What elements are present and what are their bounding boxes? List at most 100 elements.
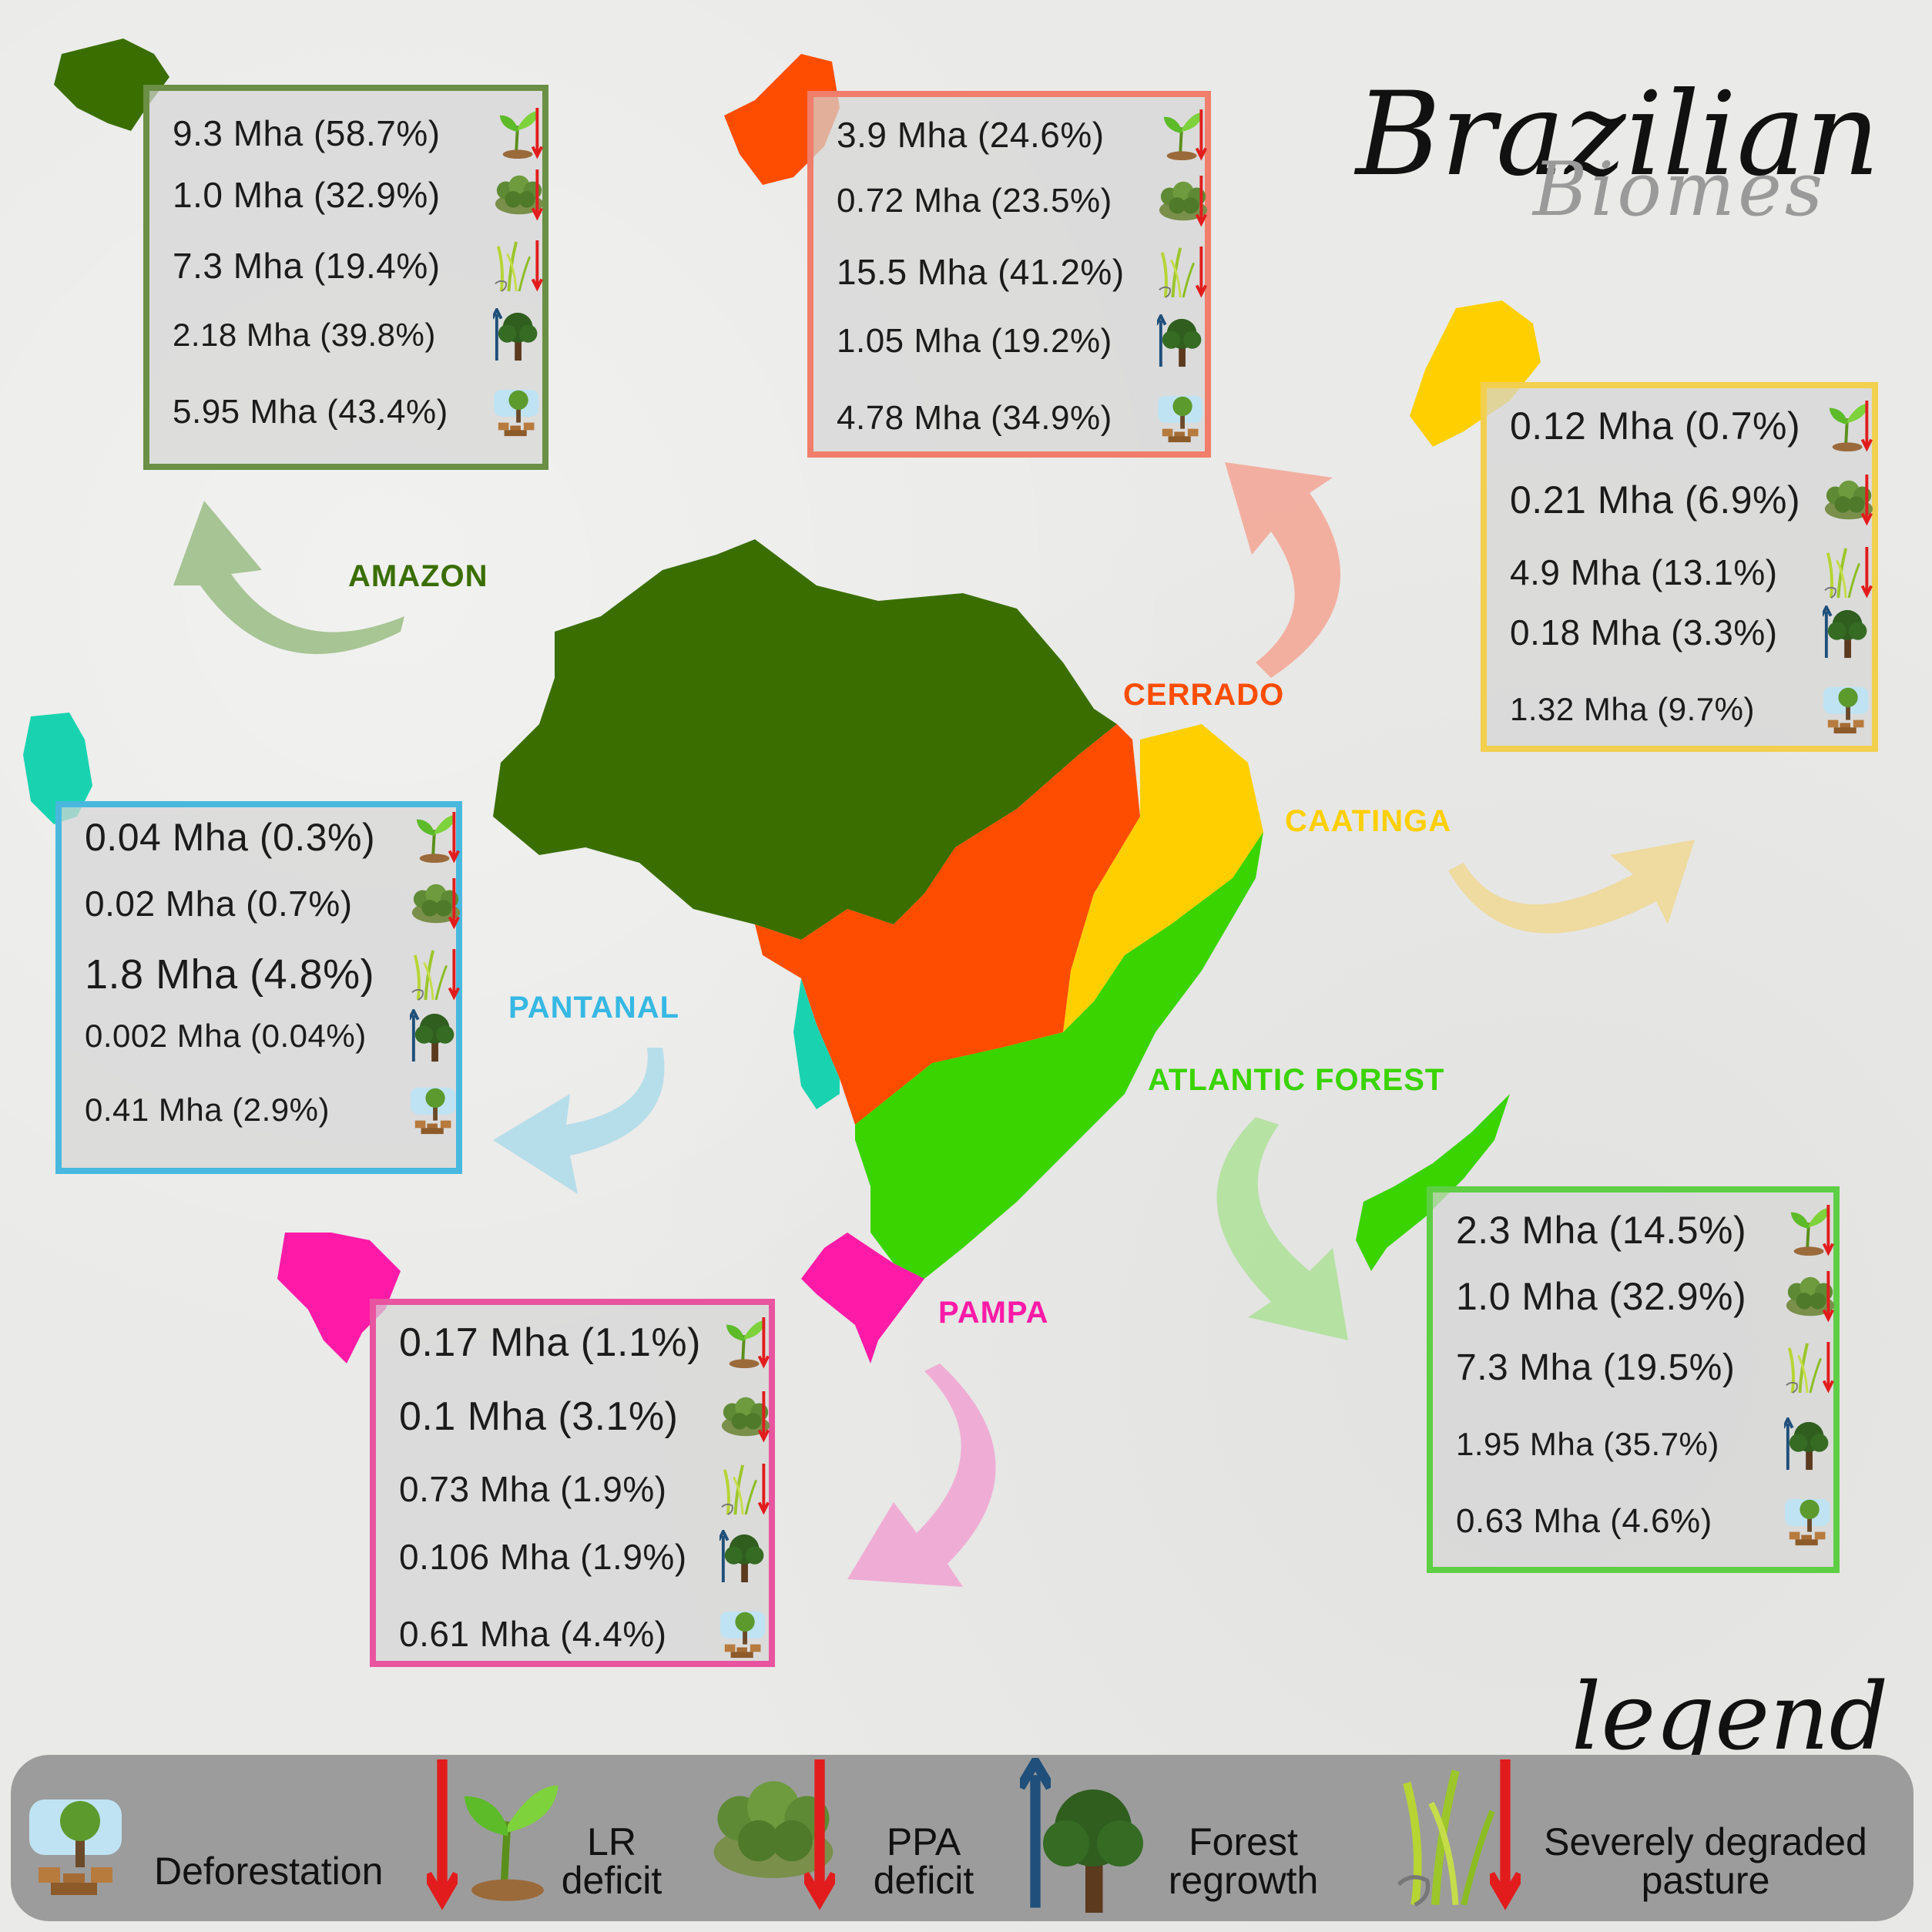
amazon-silhouette <box>54 39 169 131</box>
caatinga-ppa-value: 0.21 Mha (6.9%) <box>1510 478 1801 522</box>
caatinga-row-pasture: 4.9 Mha (13.1%) <box>1510 545 1877 599</box>
legend-deforestation-icon <box>29 1800 122 1895</box>
map-region-pantanal <box>793 978 840 1109</box>
cerrado-deforestation-value: 4.78 Mha (34.9%) <box>837 399 1112 437</box>
pampa-silhouette <box>277 1233 401 1363</box>
legend-regrowth-line2: regrowth <box>1168 1859 1319 1902</box>
caatinga-tree-icon <box>1823 605 1867 659</box>
pampa-sprout-icon <box>724 1316 770 1370</box>
pantanal-regrowth-value: 0.002 Mha (0.04%) <box>85 1018 367 1054</box>
atlantic-lr-value: 2.3 Mha (14.5%) <box>1456 1209 1747 1252</box>
label-atlantic: ATLANTIC FOREST <box>1148 1063 1445 1097</box>
pantanal-forest-patch-icon <box>411 877 461 928</box>
pampa-regrowth-value: 0.106 Mha (1.9%) <box>399 1537 687 1577</box>
cerrado-lr-value: 3.9 Mha (24.6%) <box>837 115 1105 155</box>
caatinga-lr-value: 0.12 Mha (0.7%) <box>1510 404 1801 448</box>
atlantic-silhouette <box>1356 1094 1510 1271</box>
pantanal-ppa-value: 0.02 Mha (0.7%) <box>85 884 353 924</box>
pampa-pasture-value: 0.73 Mha (1.9%) <box>399 1469 667 1509</box>
pantanal-tree-icon <box>410 1009 454 1063</box>
map-region-cerrado <box>755 724 1140 1125</box>
legend-lr-line2: deficit <box>561 1859 662 1902</box>
pampa-connector-arrow <box>847 1363 996 1587</box>
box-cerrado: 3.9 Mha (24.6%) 0.72 Mha (23.5%) 15.5 Mha … <box>807 91 1211 458</box>
atlantic-row-pasture: 7.3 Mha (19.5%) <box>1456 1340 1838 1394</box>
pantanal-pasture-value: 1.8 Mha (4.8%) <box>85 951 375 998</box>
cerrado-regrowth-value: 1.05 Mha (19.2%) <box>837 322 1112 360</box>
atlantic-deforestation-value: 0.63 Mha (4.6%) <box>1456 1502 1712 1540</box>
box-atlantic: 2.3 Mha (14.5%) 1.0 Mha (32.9%) 7.3 Mha (1… <box>1427 1186 1840 1573</box>
caatinga-deforestation-icon <box>1823 686 1869 734</box>
legend-pasture-line2: pasture <box>1641 1859 1770 1902</box>
atlantic-sprout-icon <box>1789 1203 1835 1257</box>
label-cerrado: CERRADO <box>1123 678 1285 712</box>
legend-regrowth-label: Forest regrowth <box>1151 1823 1336 1900</box>
cerrado-ppa-value: 0.72 Mha (23.5%) <box>837 182 1112 220</box>
map-region-caatinga <box>1063 724 1263 1032</box>
pantanal-row-pasture: 1.8 Mha (4.8%) <box>85 948 461 1001</box>
legend-regrowth-line1: Forest <box>1189 1820 1298 1863</box>
legend-ppa-line2: deficit <box>873 1859 974 1902</box>
box-amazon: 9.3 Mha (58.7%) 1.0 Mha (32.9%) 7.3 Mha (1… <box>143 85 548 470</box>
amazon-tree-icon <box>493 308 538 362</box>
caatinga-sprout-icon <box>1827 399 1873 453</box>
amazon-forest-patch-icon <box>495 168 544 220</box>
caatinga-grass-icon <box>1823 545 1873 599</box>
atlantic-deforestation-icon <box>1784 1498 1830 1546</box>
atlantic-row-regrowth: 1.95 Mha (35.7%) <box>1456 1417 1838 1471</box>
legend-lr-label: LR deficit <box>550 1823 673 1900</box>
atlantic-row-ppa: 1.0 Mha (32.9%) <box>1456 1270 1838 1323</box>
amazon-ppa-value: 1.0 Mha (32.9%) <box>173 175 441 215</box>
map-region-atlantic <box>855 832 1263 1279</box>
pantanal-deforestation-icon <box>410 1087 456 1135</box>
amazon-pasture-value: 7.3 Mha (19.4%) <box>173 246 441 286</box>
pampa-deforestation-value: 0.61 Mha (4.4%) <box>399 1614 667 1654</box>
caatinga-regrowth-value: 0.18 Mha (3.3%) <box>1510 612 1778 652</box>
atlantic-forest-patch-icon <box>1786 1270 1835 1321</box>
caatinga-forest-patch-icon <box>1824 473 1873 525</box>
caatinga-row-ppa: 0.21 Mha (6.9%) <box>1510 473 1877 527</box>
pampa-row-lr: 0.17 Mha (1.1%) <box>399 1316 773 1370</box>
atlantic-tree-icon <box>1784 1417 1829 1471</box>
pampa-row-ppa: 0.1 Mha (3.1%) <box>399 1390 773 1444</box>
legend-lr-line1: LR <box>587 1820 636 1863</box>
box-caatinga: 0.12 Mha (0.7%) 0.21 Mha (6.9%) 4.9 Mha (1… <box>1481 382 1878 752</box>
map-region-pampa <box>801 1233 924 1363</box>
cerrado-connector-arrow <box>1225 462 1340 678</box>
cerrado-forest-patch-icon <box>1159 174 1208 226</box>
amazon-row-pasture: 7.3 Mha (19.4%) <box>173 239 547 293</box>
atlantic-ppa-value: 1.0 Mha (32.9%) <box>1456 1275 1747 1318</box>
atlantic-row-deforestation: 0.63 Mha (4.6%) <box>1456 1494 1838 1548</box>
caatinga-pasture-value: 4.9 Mha (13.1%) <box>1510 552 1778 592</box>
pampa-forest-patch-icon <box>721 1390 770 1441</box>
legend-bar: Deforestation LR deficit PPA deficit For… <box>11 1755 1914 1921</box>
legend-sprout-icon <box>450 1770 565 1909</box>
pantanal-lr-value: 0.04 Mha (0.3%) <box>85 816 376 859</box>
pantanal-grass-icon <box>410 948 461 1001</box>
cerrado-row-deforestation: 4.78 Mha (34.9%) <box>837 391 1209 445</box>
amazon-regrowth-value: 2.18 Mha (39.8%) <box>173 317 436 353</box>
legend-deforestation-label: Deforestation <box>154 1850 384 1893</box>
cerrado-grass-icon <box>1157 245 1208 299</box>
label-caatinga: CAATINGA <box>1285 804 1452 838</box>
amazon-grass-icon <box>493 239 544 293</box>
pampa-row-pasture: 0.73 Mha (1.9%) <box>399 1462 773 1516</box>
pantanal-row-lr: 0.04 Mha (0.3%) <box>85 810 461 864</box>
map-region-amazon <box>493 539 1117 940</box>
label-pantanal: PANTANAL <box>508 991 680 1025</box>
amazon-row-deforestation: 5.95 Mha (43.4%) <box>173 385 547 439</box>
box-pantanal: 0.04 Mha (0.3%) 0.02 Mha (0.7%) 1.8 Mha (4… <box>55 801 462 1174</box>
pantanal-connector-arrow <box>493 1048 665 1194</box>
caatinga-connector-arrow <box>1448 840 1695 934</box>
pantanal-deforestation-value: 0.41 Mha (2.9%) <box>85 1092 330 1128</box>
amazon-deforestation-icon <box>493 389 539 437</box>
caatinga-row-deforestation: 1.32 Mha (9.7%) <box>1510 683 1877 736</box>
cerrado-pasture-value: 15.5 Mha (41.2%) <box>837 252 1125 292</box>
pampa-ppa-value: 0.1 Mha (3.1%) <box>399 1394 679 1439</box>
legend-pasture-label: Severely degraded pasture <box>1521 1823 1890 1900</box>
pampa-deforestation-icon <box>719 1611 766 1659</box>
cerrado-row-pasture: 15.5 Mha (41.2%) <box>837 245 1209 299</box>
caatinga-row-regrowth: 0.18 Mha (3.3%) <box>1510 605 1877 659</box>
